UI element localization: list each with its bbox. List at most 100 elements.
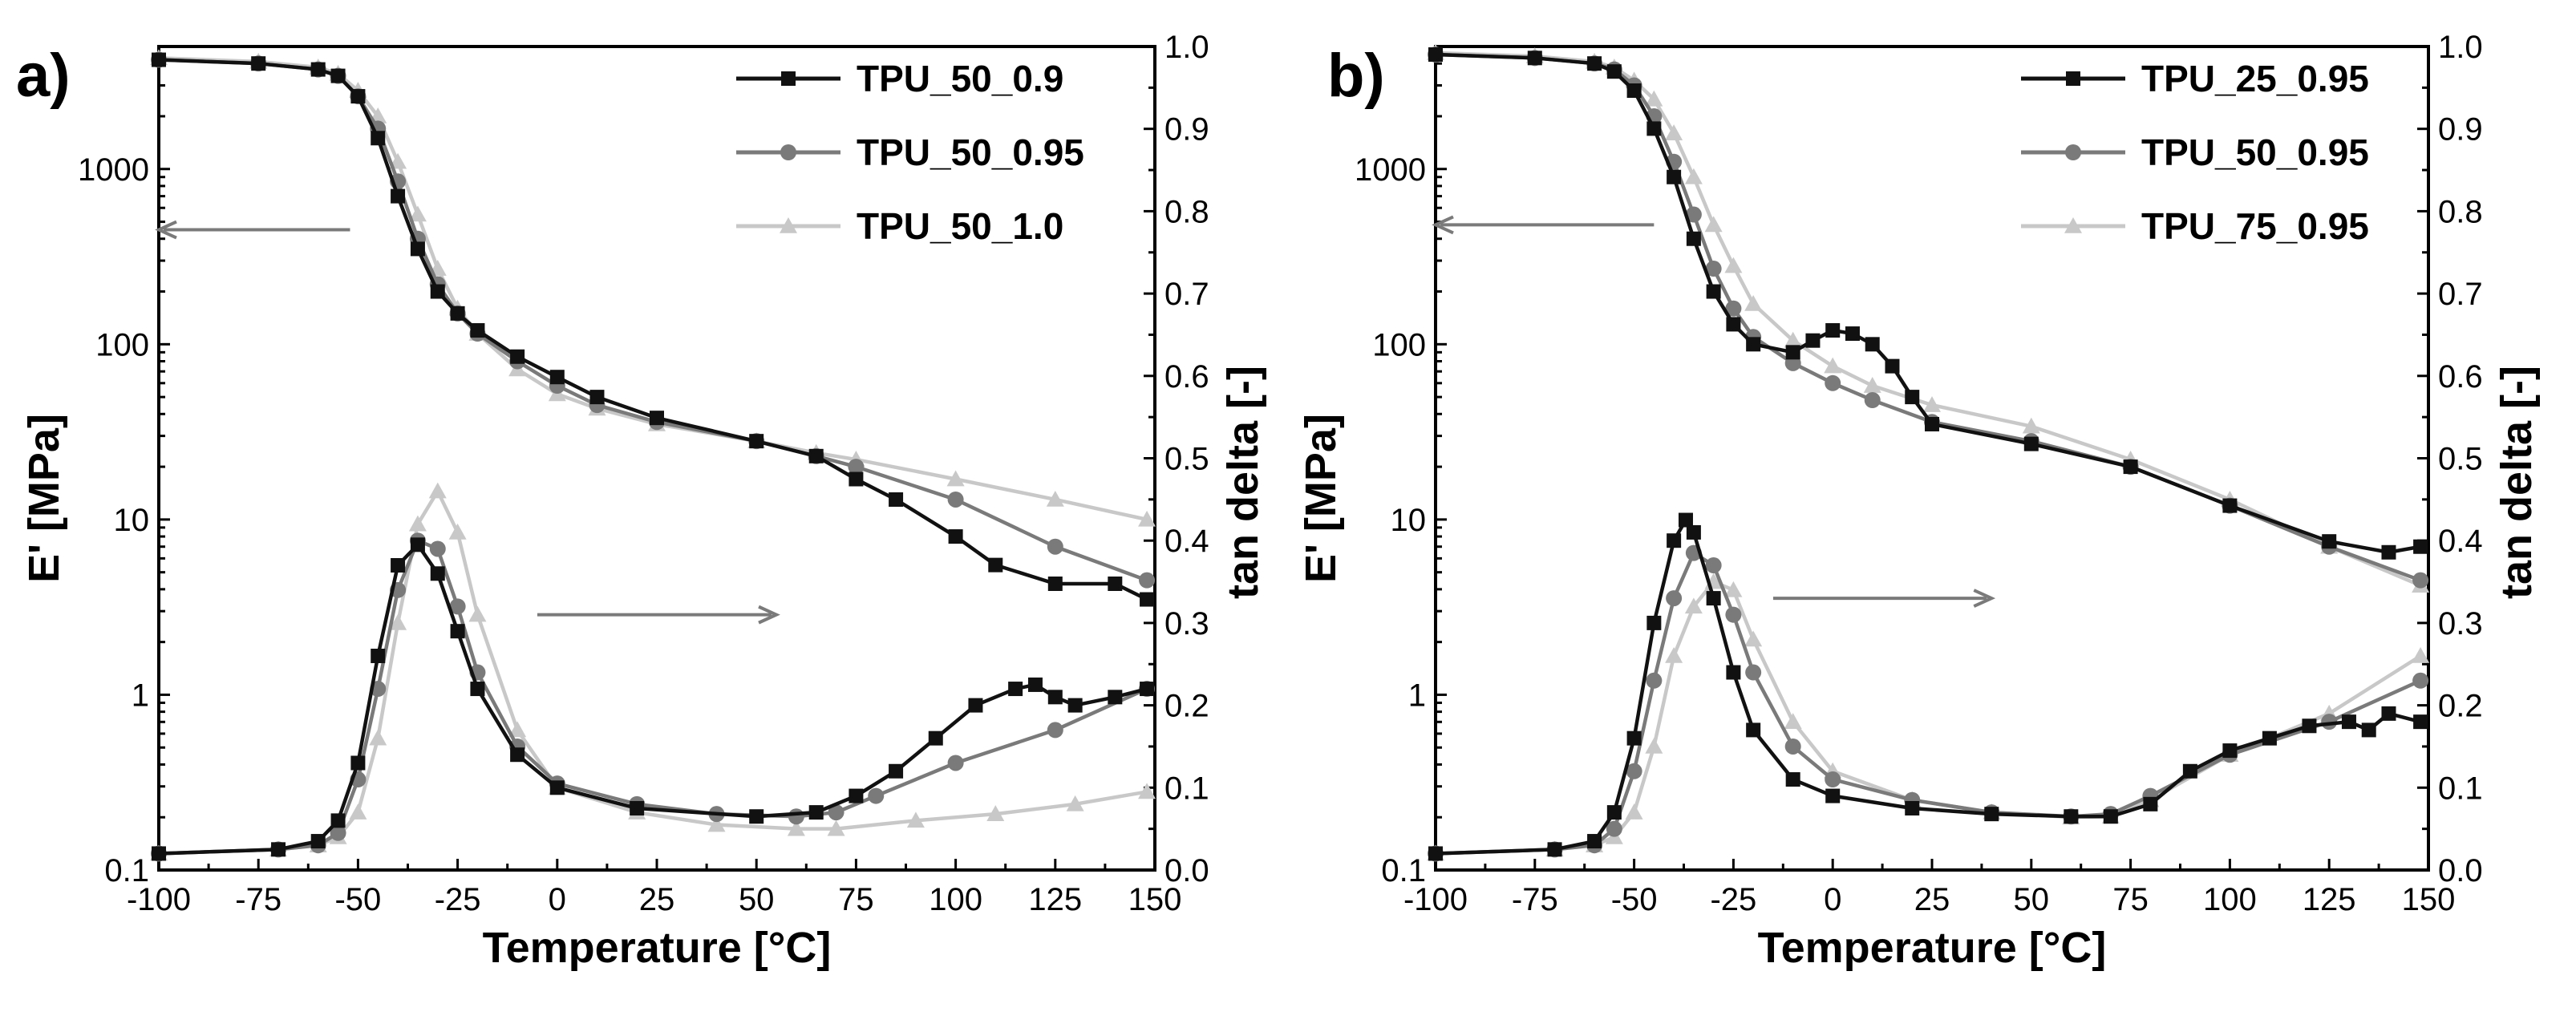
modulus-curve-tpu-50-0-9: [152, 52, 1155, 607]
modulus-point: [1825, 323, 1841, 338]
tan-delta-point: [828, 804, 844, 821]
tan-delta-point: [429, 540, 446, 557]
modulus-point: [1527, 51, 1542, 66]
tan-delta-point: [2262, 730, 2277, 746]
tan-delta-curve-tpu-75-0-95: [1427, 573, 2430, 861]
tan-delta-point: [707, 815, 726, 832]
tan-delta-point: [1825, 788, 1841, 803]
x-tick-label: 100: [2203, 882, 2257, 917]
tan-delta-point: [549, 780, 565, 795]
modulus-point: [1923, 396, 1941, 412]
modulus-point: [2413, 539, 2428, 554]
y-right-tick-label: 0.2: [1164, 689, 1209, 724]
x-tick-label: 75: [2112, 882, 2149, 917]
modulus-point: [371, 131, 386, 146]
y-left-tick-label: 1: [132, 678, 149, 713]
x-tick-label: 100: [929, 882, 982, 917]
modulus-curve-tpu-25-0-95: [1428, 47, 2428, 560]
tan-delta-point: [1626, 763, 1642, 779]
modulus-point: [749, 434, 764, 449]
modulus-point: [1724, 257, 1743, 273]
tan-delta-point: [1645, 737, 1663, 754]
panel-label: a): [16, 42, 71, 110]
tan-delta-point: [310, 834, 326, 849]
tan-delta-point: [1626, 730, 1642, 746]
tan-delta-point: [2413, 714, 2428, 730]
y-right-tick-label: 0.0: [2438, 853, 2483, 888]
x-tick-label: 125: [1028, 882, 1082, 917]
tan-delta-point: [1724, 581, 1743, 597]
tan-delta-point: [2381, 706, 2396, 721]
modulus-point: [889, 492, 904, 507]
modulus-point: [988, 557, 1003, 573]
modulus-point: [510, 349, 525, 364]
tan-delta-point: [449, 598, 466, 615]
tan-delta-point: [1008, 682, 1023, 697]
y-right-axis-title: tan delta [-]: [2493, 366, 2541, 599]
tan-delta-point: [428, 482, 447, 499]
tan-delta-point: [410, 537, 425, 552]
modulus-point: [1785, 345, 1800, 360]
x-tick-label: 50: [2014, 882, 2050, 917]
axis-indicator-arrow-right: [1772, 589, 1996, 608]
modulus-point: [589, 390, 605, 405]
tan-delta-point: [1606, 820, 1622, 837]
tan-delta-curve-tpu-50-1-0: [150, 482, 1156, 861]
modulus-point: [948, 529, 963, 544]
modulus-point: [1428, 47, 1443, 63]
arrow-head: [1973, 589, 1996, 608]
modulus-point: [450, 306, 465, 321]
x-tick-label: -25: [1710, 882, 1756, 917]
x-tick-label: 125: [2303, 882, 2356, 917]
series-tpu-50-0-9: [152, 52, 1155, 861]
tan-delta-point: [1726, 665, 1741, 680]
modulus-point: [1665, 124, 1683, 140]
legend-item: TPU_75_0.95: [2021, 205, 2369, 247]
tan-delta-point: [1587, 834, 1602, 849]
tan-delta-point: [889, 763, 904, 779]
y-left-tick-label: 1000: [78, 152, 149, 188]
x-tick-label: 50: [739, 882, 775, 917]
x-tick-label: 75: [838, 882, 874, 917]
modulus-point: [1140, 592, 1155, 607]
y-left-tick-label: 1000: [1355, 152, 1426, 188]
modulus-point: [946, 470, 965, 487]
legend-swatch-marker: [780, 217, 797, 233]
legend-label: TPU_50_0.95: [2141, 132, 2369, 173]
tan-delta-point: [2412, 672, 2429, 689]
y-left-tick-label: 0.1: [104, 853, 149, 888]
legend-swatch-marker: [2066, 71, 2080, 86]
modulus-curve-tpu-50-0-95: [1428, 47, 2429, 589]
tan-delta-point: [1684, 597, 1703, 614]
modulus-point: [1824, 357, 1842, 374]
y-right-tick-label: 0.3: [1164, 606, 1209, 641]
tan-delta-point: [1725, 606, 1742, 623]
tan-delta-line: [156, 489, 1149, 856]
tan-delta-point: [1785, 772, 1800, 787]
modulus-point: [2381, 544, 2396, 560]
modulus-point: [1686, 231, 1701, 246]
tan-delta-point: [1784, 738, 1801, 755]
x-tick-label: -100: [127, 882, 191, 917]
axis-indicator-arrow-left: [155, 220, 350, 240]
tan-delta-point: [968, 698, 983, 713]
chart-panel-a: -100 -75 -50 -25 0 25 50 75 100 125 150 0.1 1 10 100 10…: [16, 30, 1267, 972]
legend-item: TPU_50_1.0: [736, 205, 1063, 247]
modulus-point: [1746, 337, 1761, 352]
modulus-point: [1684, 168, 1703, 184]
tan-delta-point: [330, 824, 346, 841]
tan-delta-point: [2143, 796, 2158, 811]
modulus-point: [1805, 333, 1821, 348]
tan-delta-point: [2302, 718, 2317, 734]
x-tick-label: 0: [549, 882, 566, 917]
x-tick-label: -75: [235, 882, 281, 917]
tan-delta-point: [371, 648, 386, 663]
panel-label: b): [1327, 42, 1385, 110]
tan-delta-point: [1027, 677, 1043, 692]
tan-delta-point: [1428, 846, 1443, 861]
axis-indicator-arrow-left: [1432, 215, 1655, 235]
y-right-tick-label: 0.4: [1164, 524, 1209, 559]
legend-label: TPU_50_0.9: [857, 58, 1063, 99]
tan-delta-line: [1433, 580, 2423, 856]
modulus-point: [1046, 490, 1064, 507]
